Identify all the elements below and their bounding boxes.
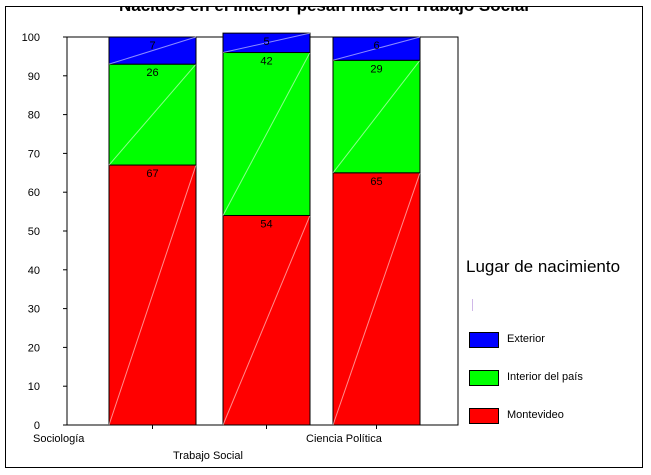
y-tick-label: 10 — [28, 381, 40, 393]
y-tick-label: 80 — [28, 110, 40, 122]
y-tick-label: 100 — [22, 32, 40, 44]
data-label: 26 — [146, 67, 158, 79]
chart-frame: Nacidos en el interior pesan más en Trab… — [5, 6, 643, 468]
y-tick-label: 90 — [28, 71, 40, 83]
y-tick-label: 40 — [28, 265, 40, 277]
legend-marker — [472, 299, 473, 311]
bar-hatch — [332, 59, 421, 174]
data-label: 6 — [373, 40, 379, 52]
legend-swatch — [469, 332, 499, 348]
bar-hatch — [222, 32, 311, 54]
category-label: Trabajo Social — [173, 450, 243, 462]
bar-hatch — [222, 52, 311, 216]
legend-swatch — [469, 408, 499, 424]
data-label: 54 — [260, 218, 272, 230]
chart-plot: 0 10 20 30 40 50 60 70 80 90 100 67 26 7 Sociología 54 4… — [22, 32, 459, 462]
y-tick-label: 0 — [34, 420, 40, 432]
bar-hatch — [108, 63, 197, 166]
bar-hatch — [222, 215, 311, 426]
y-tick-label: 60 — [28, 187, 40, 199]
bar-hatch — [108, 164, 197, 426]
y-tick-label: 20 — [28, 342, 40, 354]
category-label: Sociología — [33, 433, 85, 445]
data-label: 5 — [263, 36, 269, 48]
bar-hatch — [332, 172, 421, 426]
data-label: 67 — [146, 168, 158, 180]
legend-title: Lugar de nacimiento — [466, 257, 621, 276]
legend-swatch — [469, 370, 499, 386]
y-tick-label: 70 — [28, 148, 40, 160]
legend-label: Montevideo — [507, 409, 564, 421]
y-tick-label: 30 — [28, 304, 40, 316]
data-label: 65 — [370, 176, 382, 188]
bar-hatch — [332, 36, 421, 61]
data-label: 42 — [260, 56, 272, 68]
y-tick-label: 50 — [28, 226, 40, 238]
data-label: 7 — [149, 40, 155, 52]
chart-title: Nacidos en el interior pesan más en Trab… — [6, 7, 642, 16]
legend-label: Interior del país — [507, 371, 583, 383]
category-label: Ciencia Política — [306, 433, 383, 445]
legend-label: Exterior — [507, 333, 545, 345]
data-label: 29 — [370, 63, 382, 75]
bar-hatch — [108, 36, 197, 65]
